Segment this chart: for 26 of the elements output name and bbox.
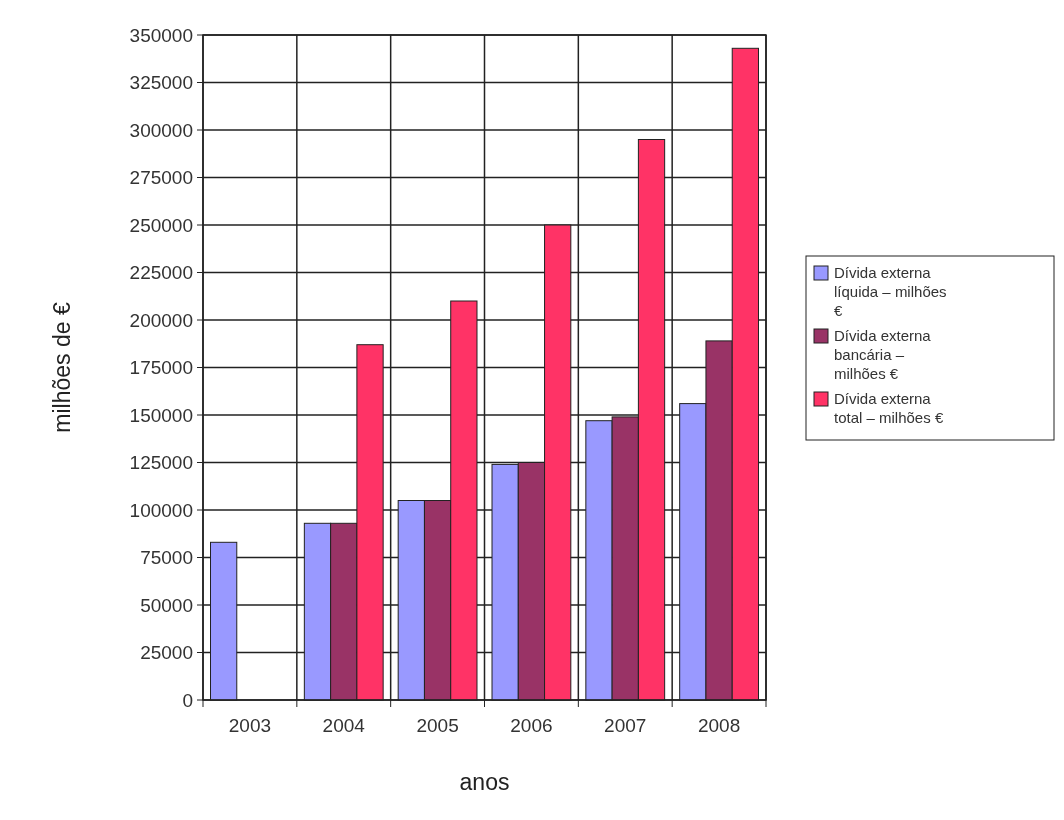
legend-label: Dívida externa bancária – milhões €: [834, 327, 932, 382]
x-tick-label: 2005: [416, 715, 459, 736]
y-tick-label: 350000: [129, 24, 193, 46]
y-tick-label: 25000: [140, 642, 193, 664]
y-tick-label: 150000: [129, 404, 193, 426]
y-tick-label: 175000: [129, 357, 193, 379]
y-tick-label: 275000: [129, 167, 193, 189]
legend-label: Dívida externa total – milhões €: [834, 390, 944, 426]
y-tick-label: 0: [182, 689, 193, 711]
y-tick-label: 300000: [129, 119, 193, 141]
y-tick-label: 100000: [129, 499, 193, 521]
x-tick-label: 2008: [697, 715, 741, 736]
x-tick-label: 2004: [322, 715, 366, 736]
y-tick-label: 125000: [129, 452, 193, 474]
y-tick-label: 200000: [129, 309, 193, 331]
legend-label: Dívida externa líquida – milhões €: [834, 264, 947, 319]
y-tick-label: 250000: [129, 214, 193, 236]
x-tick-label: 2003: [228, 715, 272, 736]
x-tick-label: 2006: [510, 715, 553, 736]
y-tick-label: 50000: [140, 594, 193, 616]
y-tick-label: 225000: [129, 262, 193, 284]
x-tick-label: 2007: [604, 715, 647, 736]
x-axis-title: anos: [459, 769, 510, 795]
y-tick-label: 325000: [129, 72, 193, 94]
y-axis-title: milhões de €: [49, 302, 75, 433]
y-tick-label: 75000: [140, 547, 193, 569]
